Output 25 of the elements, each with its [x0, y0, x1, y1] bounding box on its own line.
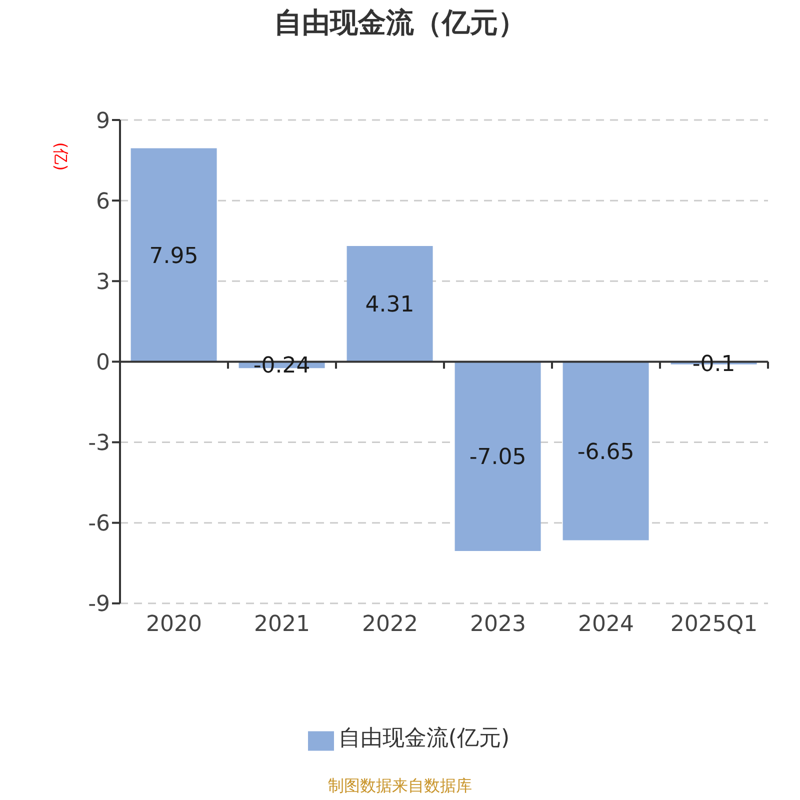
bar: [130, 148, 217, 362]
x-tick-label: 2022: [362, 612, 418, 637]
legend-label: 自由现金流(亿元): [338, 726, 510, 752]
x-tick-label: 2020: [146, 612, 202, 637]
x-tick-label: 2021: [254, 612, 310, 637]
y-tick-label: -6: [88, 512, 110, 537]
y-tick-label: -9: [88, 592, 110, 618]
x-tick-label: 2024: [578, 612, 634, 637]
bar: [562, 362, 649, 540]
bar: [346, 246, 433, 362]
x-tick-label: 2025Q1: [670, 612, 758, 637]
y-tick-label: 0: [96, 350, 110, 376]
y-axis-title: (亿): [50, 142, 71, 170]
text: 制图数据来自数据库: [327, 776, 473, 797]
bar: [454, 362, 541, 552]
data-label: 7.95: [149, 244, 198, 269]
y-tick-label: 6: [96, 189, 110, 214]
data-label: -7.05: [469, 445, 526, 470]
y-tick-label: 3: [96, 270, 110, 295]
chart-title: 自由现金流（亿元）: [273, 5, 527, 41]
data-label: -6.65: [577, 440, 634, 465]
y-tick-label: 9: [96, 108, 110, 134]
x-tick-label: 2023: [470, 612, 526, 637]
y-tick-label: -3: [88, 431, 110, 456]
data-label: 4.31: [365, 292, 414, 318]
